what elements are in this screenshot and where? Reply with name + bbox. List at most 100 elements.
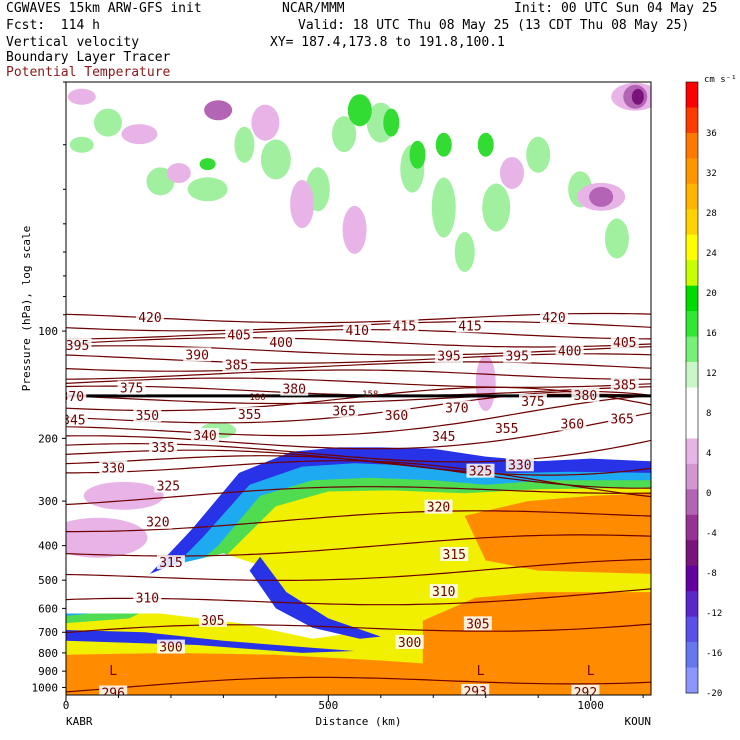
contour-label-bg-45 <box>395 634 424 649</box>
contour-label-400: 400 <box>269 336 292 351</box>
contour-label-bg-10 <box>435 348 464 363</box>
colorbar-swatch-4 <box>686 183 698 210</box>
tracer-orange-upper <box>464 493 651 574</box>
contour-label-300: 300 <box>398 636 421 651</box>
y-tick-label-800: 800 <box>38 647 58 660</box>
tropopause-label-158: 158 <box>362 390 378 400</box>
colorbar-swatch-20 <box>686 591 698 618</box>
colorbar-swatch-7 <box>686 260 698 287</box>
contour-label-375: 375 <box>521 395 544 410</box>
contour-label-bg-48 <box>571 684 600 695</box>
contour-label-293: 293 <box>463 685 486 700</box>
contour-label-365: 365 <box>332 404 355 419</box>
contour-label-bg-41 <box>429 584 458 599</box>
contour-label-370: 370 <box>61 390 84 405</box>
x-endpoint-right: KOUN <box>625 715 652 728</box>
colorbar-swatch-17 <box>686 514 698 541</box>
contour-label-400: 400 <box>558 344 581 359</box>
y-tick-label-1000: 1000 <box>32 681 59 694</box>
y-tick-label-400: 400 <box>38 540 58 553</box>
tracer-white-gap <box>66 553 360 639</box>
low-marker-1: L <box>477 664 485 679</box>
contour-label-315: 315 <box>443 548 466 563</box>
contour-label-370: 370 <box>445 402 468 417</box>
y-axis-label: Pressure (hPa), log scale <box>20 226 33 392</box>
y-tick-label-500: 500 <box>38 574 58 587</box>
header-field3: Potential Temperature <box>6 65 171 80</box>
w-blob-34 <box>475 355 496 412</box>
colorbar-swatch-10 <box>686 336 698 363</box>
w-blob-28 <box>342 205 367 254</box>
contour-label-bg-27 <box>558 416 587 431</box>
colorbar-label--20: -20 <box>706 689 722 699</box>
w-blob-29 <box>499 156 524 189</box>
y-tick-label-200: 200 <box>38 432 58 445</box>
contour-label-bg-42 <box>198 612 227 627</box>
w-blob-17 <box>347 94 372 127</box>
contour-label-bg-8 <box>183 347 212 362</box>
contour-label-305: 305 <box>466 617 489 632</box>
w-blob-38 <box>631 88 644 105</box>
theta-contour-360 <box>66 390 651 424</box>
w-blob-11 <box>454 232 475 273</box>
contour-label-292: 292 <box>574 686 597 701</box>
contour-label-bg-28 <box>608 411 637 426</box>
contour-label-bg-32 <box>99 460 128 475</box>
w-blob-27 <box>290 180 315 229</box>
header-title: CGWAVES 15km ARW-GFS init <box>6 1 202 16</box>
contour-label-bg-23 <box>235 407 264 422</box>
colorbar-label--4: -4 <box>706 529 717 539</box>
contour-label-405: 405 <box>227 329 250 344</box>
theta-contour-355 <box>66 395 651 437</box>
contour-label-360: 360 <box>385 409 408 424</box>
colorbar-label--16: -16 <box>706 649 722 659</box>
colorbar-label-0: 0 <box>706 489 711 499</box>
colorbar-swatch-23 <box>686 667 698 694</box>
header-xy: XY= 187.4,173.8 to 191.8,100.1 <box>270 35 505 50</box>
contour-label-395: 395 <box>437 350 460 365</box>
colorbar-swatch-5 <box>686 209 698 236</box>
contour-label-bg-34 <box>466 463 495 478</box>
contour-label-405: 405 <box>613 336 636 351</box>
contour-label-bg-2 <box>66 337 92 352</box>
contour-label-bg-14 <box>66 388 87 403</box>
w-blob-7 <box>332 116 357 153</box>
contour-label-395: 395 <box>66 339 89 354</box>
contour-label-395: 395 <box>505 350 528 365</box>
x-axis-label: Distance (km) <box>315 715 401 728</box>
theta-contour-305 <box>66 588 651 606</box>
contour-label-bg-33 <box>154 478 183 493</box>
header-field2: Boundary Layer Tracer <box>6 50 171 65</box>
contour-label-310: 310 <box>136 591 159 606</box>
w-blob-10 <box>431 177 456 238</box>
w-blob-5 <box>260 139 291 180</box>
w-blob-3 <box>187 177 228 202</box>
contour-label-305: 305 <box>201 614 224 629</box>
contour-label-bg-35 <box>505 457 534 472</box>
colorbar-swatch-14 <box>686 438 698 465</box>
contour-label-390: 390 <box>185 348 208 363</box>
contour-label-bg-24 <box>330 403 359 418</box>
colorbar-units: cm s⁻¹ <box>704 75 737 85</box>
contour-label-355: 355 <box>238 408 261 423</box>
contour-label-bg-30 <box>429 428 458 443</box>
theta-contour-310 <box>66 558 651 581</box>
colorbar-swatch-1 <box>686 107 698 134</box>
x-endpoint-left: KABR <box>66 715 93 728</box>
colorbar-label--12: -12 <box>706 609 722 619</box>
theta-contour-400 <box>66 345 651 356</box>
colorbar-swatch-3 <box>686 158 698 185</box>
contour-label-bg-20 <box>571 387 600 402</box>
contour-label-bg-21 <box>66 412 88 427</box>
w-blob-33 <box>83 481 164 510</box>
theta-contour-385 <box>66 369 651 380</box>
colorbar-label-28: 28 <box>706 209 717 219</box>
contour-label-385: 385 <box>613 378 636 393</box>
tracer-orange-surface <box>66 652 651 695</box>
colorbar-swatch-12 <box>686 387 698 414</box>
contour-label-bg-19 <box>518 393 547 408</box>
contour-label-296: 296 <box>101 687 124 702</box>
contour-label-350: 350 <box>136 409 159 424</box>
y-tick-label-600: 600 <box>38 602 58 615</box>
